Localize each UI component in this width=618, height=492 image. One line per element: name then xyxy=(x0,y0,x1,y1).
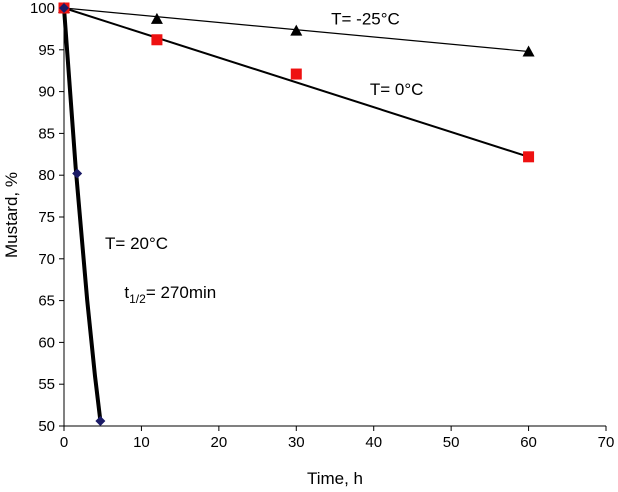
y-tick-label: 100 xyxy=(30,0,55,17)
axes: 50 55 60 65 70 75 80 85 90 95 100 0 10 20 30 40 50 60 70 xyxy=(30,0,614,451)
point-zero xyxy=(523,151,535,163)
x-tick-label: 50 xyxy=(443,434,460,451)
fit-curve-twenty xyxy=(62,7,103,422)
x-tick-label: 30 xyxy=(288,434,305,451)
y-tick-label: 85 xyxy=(38,125,55,142)
x-tick-label: 60 xyxy=(520,434,537,451)
fit-line-zero xyxy=(63,7,529,158)
x-tick-label: 40 xyxy=(365,434,382,451)
x-axis-title: Time, h xyxy=(307,469,363,488)
half-life-symbol: t xyxy=(124,283,129,302)
y-tick-label: 60 xyxy=(38,334,55,351)
point-twenty xyxy=(95,415,106,426)
y-axis-title: Mustard, % xyxy=(2,172,21,258)
point-m25 xyxy=(290,24,303,36)
x-tick-label: 70 xyxy=(598,434,615,451)
y-tick-label: 55 xyxy=(38,376,55,393)
y-tick-label: 75 xyxy=(38,209,55,226)
point-m25 xyxy=(150,12,163,24)
annotation-half-life: t1/2= 270min xyxy=(124,283,216,306)
x-tick-label: 20 xyxy=(211,434,228,451)
y-tick-label: 80 xyxy=(38,167,55,184)
point-twenty xyxy=(59,3,69,13)
data-points xyxy=(58,2,535,426)
point-zero xyxy=(151,34,163,46)
point-m25 xyxy=(522,45,535,57)
y-tick-label: 90 xyxy=(38,84,55,101)
half-life-value: = 270min xyxy=(146,283,216,302)
x-tick-label: 0 xyxy=(60,434,68,451)
x-tick-label: 10 xyxy=(133,434,150,451)
annotation-t-20: T= 20°C xyxy=(105,234,168,253)
annotation-t-0: T= 0°C xyxy=(370,80,424,99)
y-tick-label: 70 xyxy=(38,251,55,268)
point-twenty xyxy=(72,168,83,179)
annotation-t-minus25: T= -25°C xyxy=(331,10,400,29)
half-life-subscript: 1/2 xyxy=(129,292,146,306)
y-tick-label: 50 xyxy=(38,418,55,435)
y-tick-label: 65 xyxy=(38,293,55,310)
point-zero xyxy=(290,68,302,80)
annotations: T= -25°C T= 0°C T= 20°C t1/2= 270min xyxy=(105,10,423,306)
y-tick-label: 95 xyxy=(38,42,55,59)
